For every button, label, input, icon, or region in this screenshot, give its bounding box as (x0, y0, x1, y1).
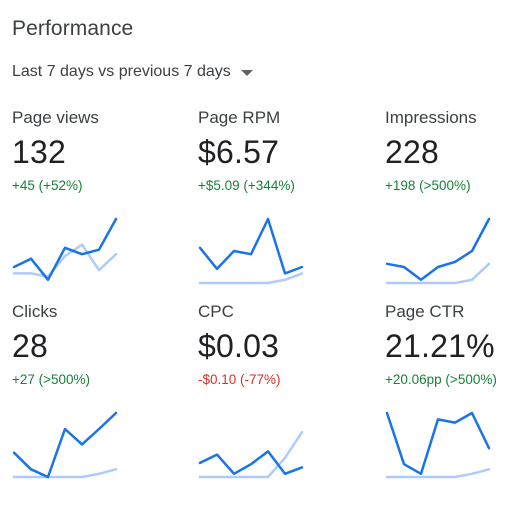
sparkline-previous-series (385, 262, 491, 285)
sparkline-page-rpm (198, 217, 304, 285)
metric-value: $6.57 (198, 134, 280, 170)
metric-label: Clicks (12, 302, 58, 321)
date-range-label: Last 7 days vs previous 7 days (12, 63, 231, 80)
metric-label: CPC (198, 302, 234, 321)
sparkline-clicks (12, 411, 118, 479)
metric-card-cpc[interactable]: CPC $0.03 -$0.10 (-77%) (198, 302, 373, 492)
metric-card-clicks[interactable]: Clicks 28 +27 (>500%) (12, 302, 187, 492)
sparkline-page-views (12, 217, 118, 282)
metric-delta: +$5.09 (+344%) (198, 178, 295, 193)
caret-down-icon (240, 69, 253, 76)
metric-value: 132 (12, 134, 66, 170)
sparkline-previous-series (12, 243, 118, 278)
metric-label: Page CTR (385, 302, 465, 321)
sparkline-previous-series (198, 430, 304, 479)
sparkline-current-series (198, 450, 304, 476)
metric-delta: +198 (>500%) (385, 178, 471, 193)
metric-delta: -$0.10 (-77%) (198, 372, 281, 387)
metric-label: Page RPM (198, 108, 281, 127)
sparkline-previous-series (198, 272, 304, 285)
sparkline-cpc (198, 430, 304, 479)
metric-label: Page views (12, 108, 99, 127)
metric-delta: +27 (>500%) (12, 372, 91, 387)
metric-value: 28 (12, 328, 48, 364)
metric-value: $0.03 (198, 328, 280, 364)
sparkline-current-series (385, 411, 491, 476)
sparkline-current-series (198, 217, 304, 275)
sparkline-current-series (12, 217, 118, 282)
metric-label: Impressions (385, 108, 477, 127)
metric-value: 21.21% (385, 328, 495, 364)
sparkline-current-series (385, 217, 491, 282)
page-title: Performance (12, 17, 134, 40)
sparkline-current-series (12, 411, 118, 479)
metric-value: 228 (385, 134, 439, 170)
sparkline-page-ctr (385, 411, 491, 479)
metric-card-page-views[interactable]: Page views 132 +45 (+52%) (12, 108, 187, 298)
metric-card-page-ctr[interactable]: Page CTR 21.21% +20.06pp (>500%) (385, 302, 525, 492)
metric-card-impressions[interactable]: Impressions 228 +198 (>500%) (385, 108, 525, 298)
sparkline-previous-series (385, 468, 491, 479)
date-range-selector[interactable]: Last 7 days vs previous 7 days (12, 63, 253, 81)
sparkline-previous-series (12, 468, 118, 479)
metric-card-page-rpm[interactable]: Page RPM $6.57 +$5.09 (+344%) (198, 108, 373, 298)
metric-delta: +20.06pp (>500%) (385, 372, 497, 387)
metric-delta: +45 (+52%) (12, 178, 83, 193)
sparkline-impressions (385, 217, 491, 285)
